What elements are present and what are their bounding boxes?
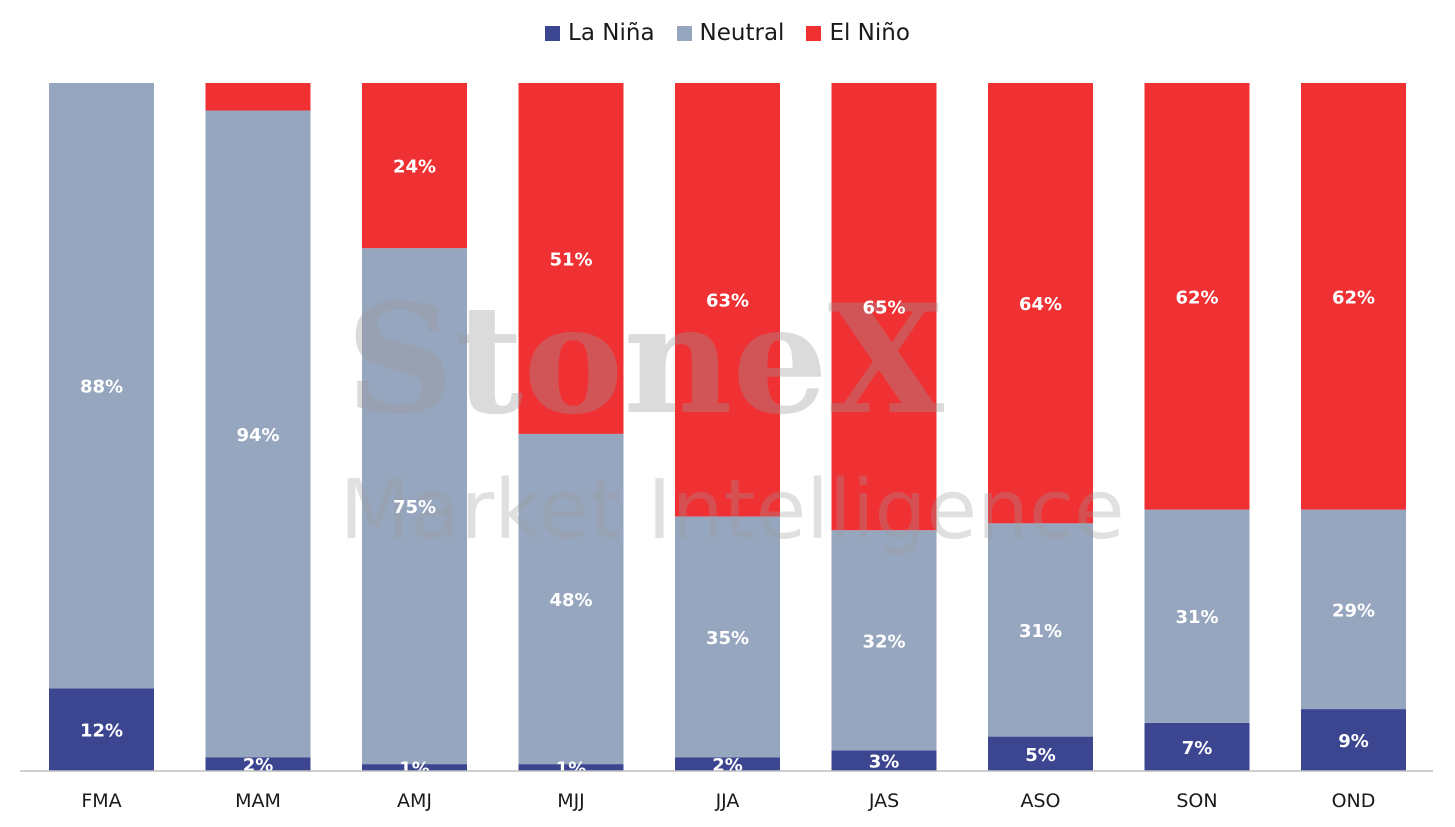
data-label-neutral-mjj: 48% [549,590,592,611]
x-tick-label-amj: AMJ [397,790,432,812]
data-label-el-nino-jja: 63% [706,291,749,312]
bar-neutral-mam [205,110,311,758]
bar-el-nino-amj [362,83,467,249]
data-label-el-nino-mjj: 51% [549,249,592,270]
bar-el-nino-mam [205,83,311,111]
data-label-el-nino-son: 62% [1175,287,1218,308]
data-label-el-nino-aso: 64% [1019,294,1062,315]
bar-la-nina-mam [205,757,311,771]
bar-el-nino-aso [988,83,1093,524]
bar-neutral-jja [675,516,780,758]
legend-label-neutral: Neutral [699,20,785,46]
bar-la-nina-fma [49,688,154,771]
bar-el-nino-ond [1301,83,1406,510]
data-label-la-nina-mam: 2% [243,755,274,776]
bar-la-nina-jas [831,750,937,771]
bar-el-nino-jas [831,83,937,531]
data-label-la-nina-amj: 1% [399,759,430,780]
legend-label-el-nino: El Niño [829,20,910,46]
watermark-brand: StoneX [346,272,945,448]
data-label-la-nina-jas: 3% [869,752,900,773]
watermark: StoneX Market Intelligence [339,272,1124,558]
bar-neutral-ond [1301,509,1406,710]
bar-la-nina-ond [1301,709,1406,771]
x-tick-label-son: SON [1176,790,1217,812]
legend-item-el-nino: El Niño [806,20,910,46]
chart-legend: La Niña Neutral El Niño [0,20,1455,46]
bar-la-nina-mjj [518,764,624,771]
data-label-la-nina-fma: 12% [80,721,123,742]
data-label-neutral-fma: 88% [80,377,123,398]
legend-item-neutral: Neutral [676,20,785,46]
data-label-neutral-jja: 35% [706,628,749,649]
bar-la-nina-son [1144,722,1250,771]
data-label-neutral-son: 31% [1175,607,1218,628]
x-tick-label-fma: FMA [81,790,121,812]
data-label-la-nina-jja: 2% [712,755,743,776]
x-tick-label-jja: JJA [715,790,740,812]
bar-neutral-amj [362,248,467,765]
legend-swatch-neutral [676,25,692,41]
bar-el-nino-mjj [518,83,624,434]
data-label-la-nina-son: 7% [1182,738,1213,759]
bar-neutral-son [1144,509,1250,723]
data-label-neutral-mam: 94% [236,425,279,446]
data-label-neutral-aso: 31% [1019,621,1062,642]
data-label-neutral-jas: 32% [862,631,905,652]
watermark-tagline: Market Intelligence [339,463,1124,558]
data-label-neutral-ond: 29% [1332,600,1375,621]
x-tick-label-mam: MAM [235,790,281,812]
data-labels-group: 12% 88% 2% 94% 1% 75% 24% 1% 48% 51% 2% 35% 63% 3% 32%… [80,157,1375,780]
data-label-neutral-amj: 75% [393,497,436,518]
x-tick-label-mjj: MJJ [557,790,585,812]
data-label-el-nino-amj: 24% [393,157,436,178]
x-tick-label-aso: ASO [1020,790,1060,812]
bar-neutral-mjj [518,433,624,765]
x-tick-label-jas: JAS [868,790,899,812]
bar-la-nina-amj [362,764,467,771]
x-tick-labels: FMA MAM AMJ MJJ JJA JAS ASO SON OND [81,790,1375,812]
x-tick-label-ond: OND [1332,790,1376,812]
data-label-la-nina-aso: 5% [1025,745,1056,766]
bar-la-nina-jja [675,757,780,771]
data-label-el-nino-ond: 62% [1332,287,1375,308]
bar-neutral-aso [988,523,1093,737]
bar-neutral-jas [831,530,937,751]
bar-el-nino-son [1144,83,1250,510]
legend-label-la-nina: La Niña [568,20,655,46]
data-label-el-nino-jas: 65% [862,298,905,319]
legend-swatch-la-nina [545,25,561,41]
bar-la-nina-aso [988,736,1093,771]
data-label-la-nina-mjj: 1% [556,759,587,780]
legend-swatch-el-nino [806,25,822,41]
legend-item-la-nina: La Niña [545,20,655,46]
data-label-la-nina-ond: 9% [1338,731,1369,752]
bar-el-nino-jja [675,83,780,517]
bars-group [49,83,1406,771]
bar-neutral-fma [49,83,154,689]
